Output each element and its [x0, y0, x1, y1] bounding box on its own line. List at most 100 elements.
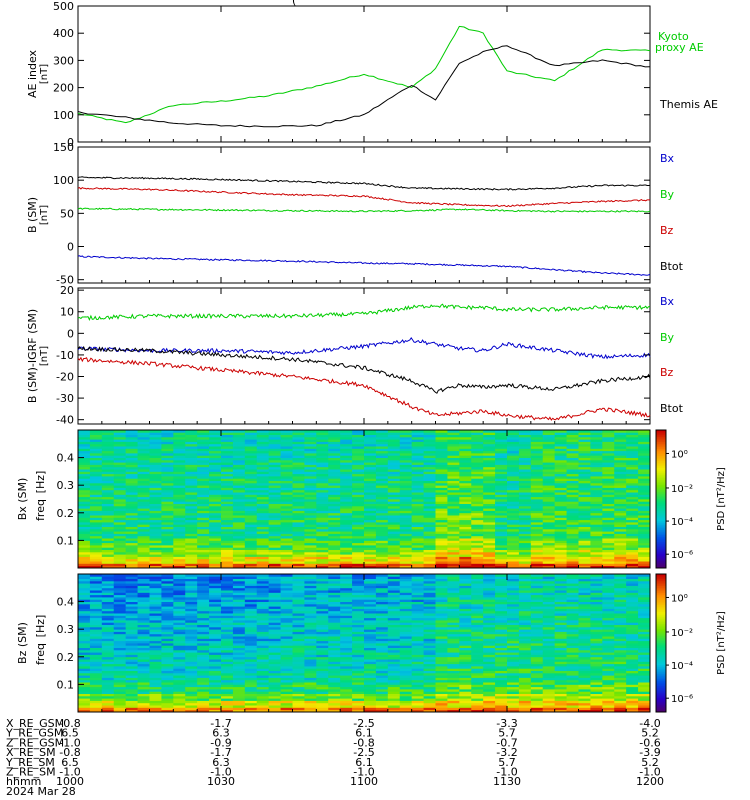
- spec-cell: [221, 558, 234, 562]
- spec-cell: [256, 597, 270, 600]
- spec-cell: [232, 656, 246, 660]
- spec-cell: [638, 510, 651, 514]
- ytick-label: 500: [53, 0, 74, 13]
- spec-cell: [137, 587, 150, 591]
- spec-cell: [340, 480, 353, 484]
- line-b_sm_minus_igrf-bz: [77, 356, 651, 421]
- spec-cell: [268, 686, 281, 690]
- spec-cell: [89, 622, 103, 625]
- spec-cell: [209, 587, 222, 591]
- spec-cell: [423, 709, 436, 713]
- spec-cell: [89, 656, 103, 660]
- spec-cell: [173, 549, 186, 553]
- spec-cell: [566, 499, 579, 502]
- spec-cell: [137, 645, 150, 648]
- spec-cell: [280, 492, 293, 495]
- spec-cell: [602, 503, 615, 507]
- spec-cell: [471, 533, 484, 537]
- spec-cell: [566, 558, 579, 562]
- spec-cell: [471, 457, 484, 461]
- spec-cell: [316, 615, 329, 619]
- spec-cell: [638, 455, 651, 458]
- spec-cell: [352, 448, 365, 452]
- spec-cell: [435, 561, 448, 564]
- spec-cell: [280, 489, 293, 493]
- spec-cell: [256, 693, 270, 697]
- spec-cell: [387, 528, 401, 532]
- spec-cell: [268, 578, 281, 582]
- spec-cell: [89, 631, 103, 635]
- spec-cell: [447, 482, 460, 486]
- spec-cell: [101, 512, 115, 516]
- spec-cell: [244, 531, 258, 534]
- spec-cell: [387, 524, 401, 527]
- spec-cell: [78, 476, 91, 479]
- spec-cell: [328, 677, 341, 681]
- spec-cell: [161, 574, 174, 577]
- cbar-step: [656, 493, 666, 496]
- spec-cell: [280, 439, 293, 442]
- spec-cell: [113, 578, 127, 582]
- spec-cell: [340, 631, 353, 635]
- spec-cell: [256, 540, 270, 544]
- spec-cell: [185, 606, 198, 609]
- spec-cell: [304, 640, 317, 644]
- spec-cell: [304, 672, 317, 676]
- spec-cell: [530, 476, 544, 479]
- spec-cell: [316, 489, 329, 493]
- spec-cell: [423, 603, 436, 607]
- spec-cell: [209, 601, 222, 605]
- spec-cell: [89, 695, 103, 699]
- spec-cell: [137, 580, 150, 584]
- spec-cell: [125, 466, 138, 470]
- spec-cell: [578, 561, 591, 564]
- spec-cell: [495, 492, 508, 495]
- spec-cell: [411, 670, 424, 674]
- spec-cell: [387, 702, 401, 706]
- spec-cell: [113, 450, 127, 454]
- spec-cell: [328, 707, 341, 711]
- spec-cell: [244, 652, 258, 655]
- spec-cell: [197, 485, 210, 488]
- spec-cell: [197, 547, 210, 550]
- spec-cell: [78, 503, 91, 507]
- spec-cell: [292, 693, 305, 697]
- spec-cell: [364, 645, 377, 648]
- spec-cell: [173, 480, 186, 484]
- spec-cell: [459, 551, 472, 555]
- spec-cell: [554, 434, 567, 438]
- spec-cell: [78, 457, 91, 461]
- spec-cell: [256, 466, 270, 470]
- spec-cell: [316, 684, 329, 688]
- spec-cell: [495, 496, 508, 500]
- spec-cell: [316, 441, 329, 445]
- spec-cell: [638, 549, 651, 553]
- spec-cell: [292, 524, 305, 527]
- spec-cell: [411, 436, 424, 440]
- spec-cell: [78, 606, 91, 609]
- spec-cell: [352, 508, 365, 511]
- spec-cell: [209, 531, 222, 534]
- spec-cell: [352, 684, 365, 688]
- spec-cell: [292, 494, 305, 498]
- spec-cell: [340, 656, 353, 660]
- spec-cell: [197, 668, 210, 671]
- spec-cell: [113, 643, 127, 646]
- spec-cell: [471, 489, 484, 493]
- spec-cell: [101, 455, 115, 458]
- spec-cell: [244, 620, 258, 623]
- spec-cell: [340, 649, 353, 653]
- spec-cell: [209, 656, 222, 660]
- spec-cell: [530, 563, 544, 567]
- spec-cell: [507, 561, 520, 564]
- spec-cell: [614, 563, 627, 567]
- spec-cell: [328, 574, 341, 577]
- spec-cell: [173, 702, 186, 706]
- spec-cell: [614, 503, 627, 507]
- spec-cell: [459, 446, 472, 449]
- spec-cell: [292, 622, 305, 625]
- spec-cell: [221, 554, 234, 557]
- spec-cell: [316, 617, 329, 621]
- spec-cell: [185, 599, 198, 602]
- spec-cell: [137, 501, 150, 504]
